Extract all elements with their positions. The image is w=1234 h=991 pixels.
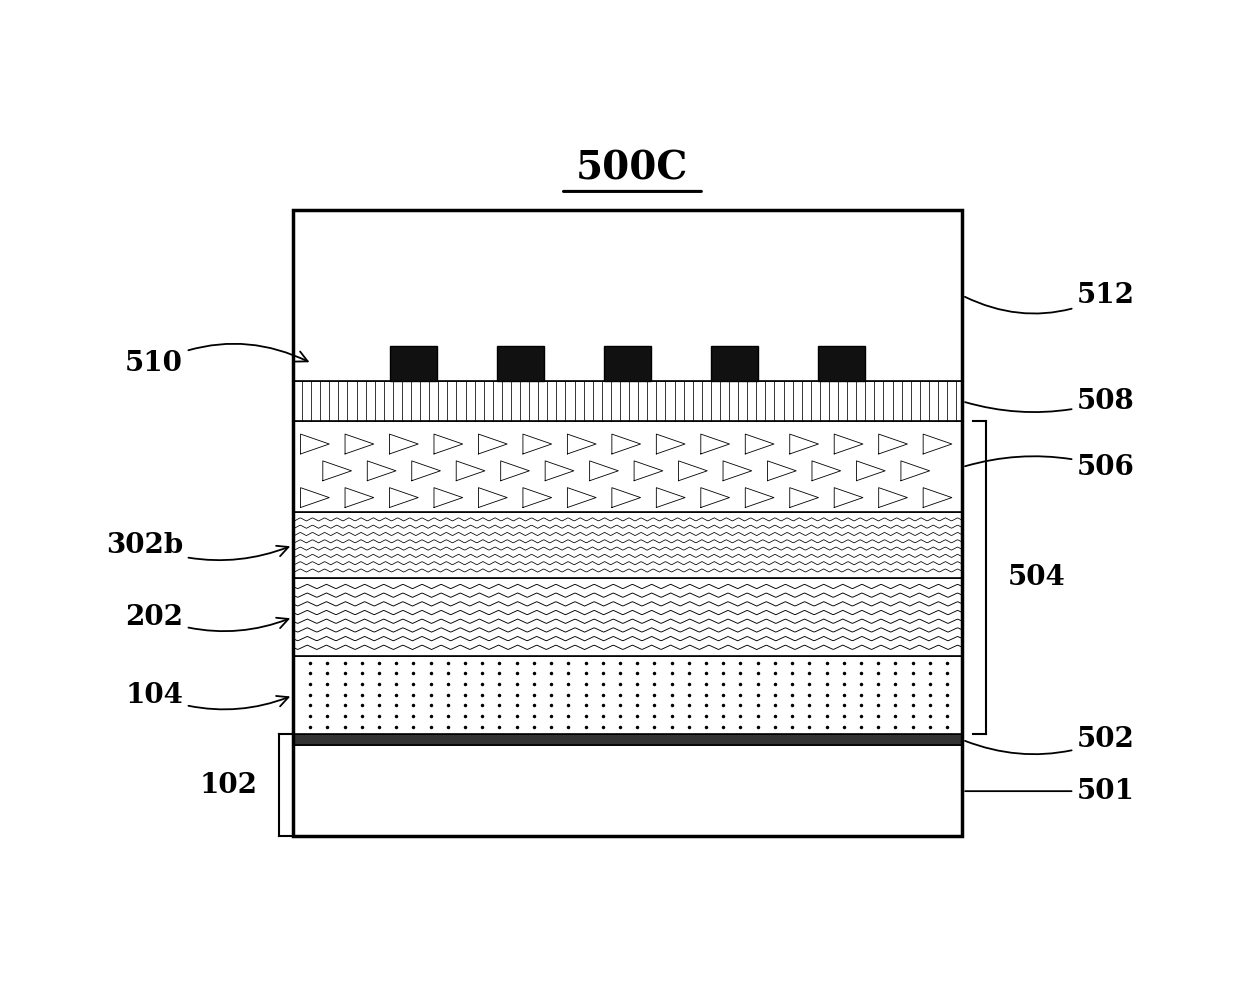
Bar — [292, 512, 963, 578]
Text: 508: 508 — [965, 387, 1135, 415]
Bar — [292, 210, 963, 381]
Bar — [292, 745, 963, 836]
Bar — [711, 346, 758, 381]
Text: 500C: 500C — [576, 150, 689, 187]
Text: 502: 502 — [965, 726, 1135, 754]
Text: 504: 504 — [1007, 564, 1065, 592]
Text: 506: 506 — [965, 454, 1135, 481]
Bar — [390, 346, 437, 381]
Bar — [292, 656, 963, 734]
Bar — [292, 578, 963, 656]
Text: 501: 501 — [965, 778, 1135, 805]
Text: 102: 102 — [200, 772, 258, 799]
Bar — [292, 210, 963, 836]
Bar — [818, 346, 865, 381]
Bar — [605, 346, 652, 381]
Bar — [292, 421, 963, 512]
Bar — [292, 381, 963, 421]
Text: 202: 202 — [125, 604, 289, 631]
Text: 104: 104 — [125, 682, 289, 710]
Bar — [292, 734, 963, 745]
Text: 302b: 302b — [106, 532, 289, 560]
Text: 510: 510 — [125, 344, 307, 378]
Bar — [497, 346, 544, 381]
Text: 512: 512 — [965, 282, 1135, 313]
